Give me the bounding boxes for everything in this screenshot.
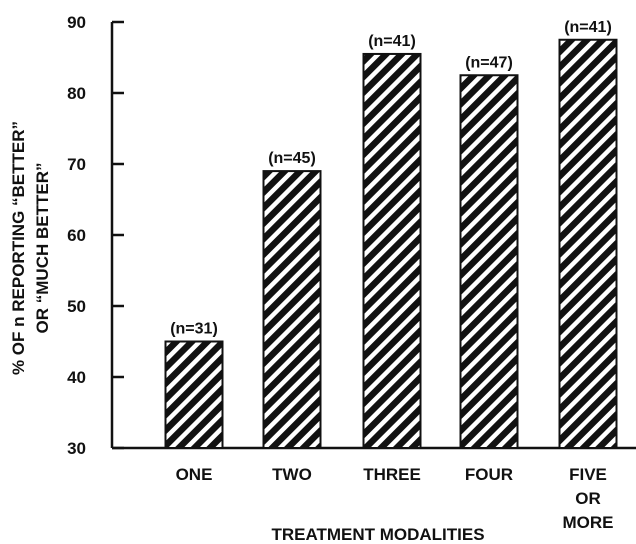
x-axis-title: TREATMENT MODALITIES [271, 525, 484, 544]
x-category-label: TWO [272, 465, 312, 484]
x-category-label: FIVE [569, 465, 607, 484]
bar-data-label: (n=47) [465, 54, 513, 71]
y-tick-label: 60 [67, 226, 86, 245]
y-tick-label: 40 [67, 368, 86, 387]
bar [164, 340, 224, 449]
bar [459, 74, 519, 449]
bar [558, 38, 618, 449]
bar [262, 170, 322, 449]
x-category-label: MORE [563, 513, 614, 532]
bar-data-label: (n=41) [564, 19, 612, 36]
y-tick-label: 50 [67, 297, 86, 316]
y-tick-label: 30 [67, 439, 86, 458]
labels: (n=31) ONE (n=45) TWO (n=41) THREE (n=47) FOUR (… [170, 19, 613, 532]
bars [164, 38, 618, 449]
bar-data-label: (n=45) [268, 150, 316, 167]
axes: 30 40 50 60 70 80 90 [67, 13, 636, 458]
y-tick-label: 80 [67, 84, 86, 103]
y-axis-title: % OF n REPORTING “BETTER” OR “MUCH BETTE… [9, 121, 52, 375]
y-tick-label: 70 [67, 155, 86, 174]
x-category-label: OR [575, 489, 601, 508]
bar [362, 52, 422, 449]
x-category-label: ONE [176, 465, 213, 484]
y-axis-title-line-2: OR “MUCH BETTER” [33, 163, 52, 334]
x-category-label: FOUR [465, 465, 513, 484]
bar-data-label: (n=41) [368, 33, 416, 50]
bar-data-label: (n=31) [170, 321, 218, 338]
y-axis-title-line-1: % OF n REPORTING “BETTER” [9, 121, 28, 375]
y-tick-label: 90 [67, 13, 86, 32]
x-category-label: THREE [363, 465, 421, 484]
